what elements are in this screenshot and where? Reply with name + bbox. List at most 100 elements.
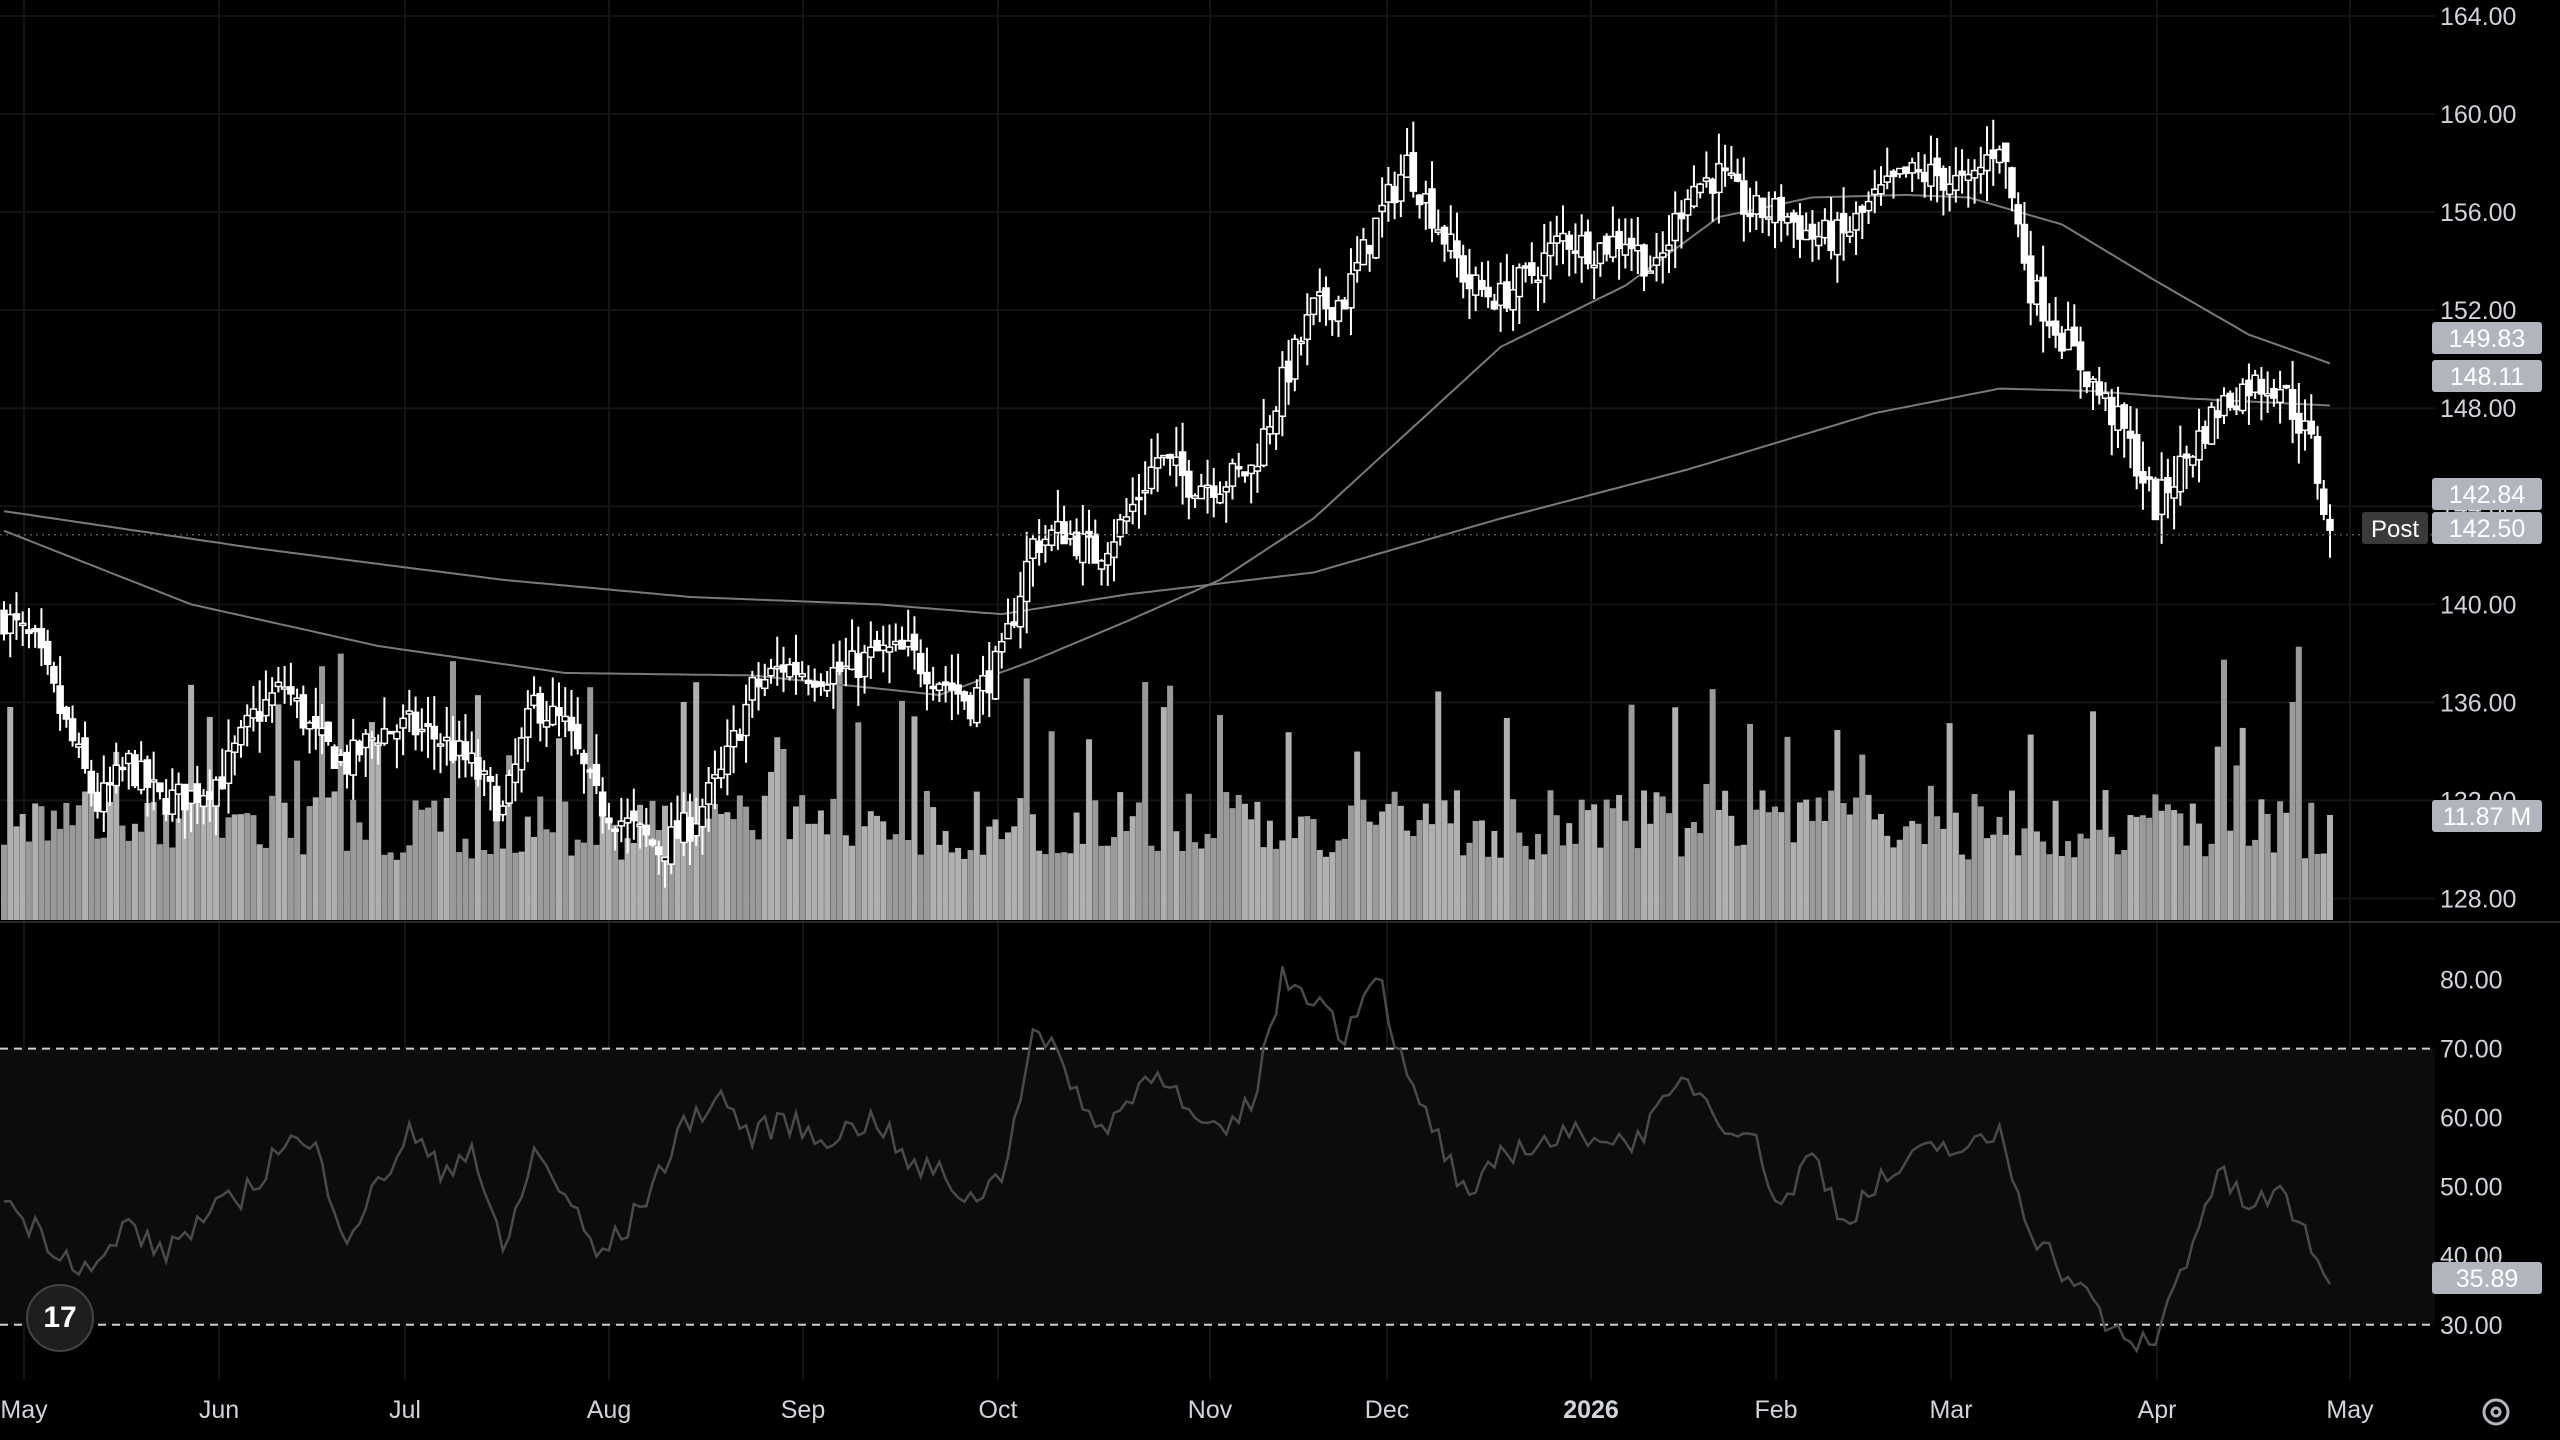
candle-body: [1715, 162, 1723, 194]
candle: [1278, 351, 1287, 437]
candle: [1852, 201, 1860, 256]
candle: [2226, 390, 2234, 411]
candle: [1515, 263, 1524, 324]
candle: [411, 696, 420, 751]
volume-bar: [830, 798, 837, 920]
volume-bar: [1472, 821, 1479, 920]
candle-body: [555, 706, 563, 717]
candle-body: [480, 770, 488, 776]
volume-bar: [2096, 829, 2103, 920]
volume-bar: [474, 695, 481, 920]
candle-body: [112, 764, 120, 787]
price-candles: [0, 119, 2435, 888]
candle: [368, 731, 376, 759]
volume-bar: [1179, 850, 1186, 920]
candle: [199, 789, 208, 825]
volume-bar: [936, 844, 943, 920]
candle: [12, 592, 21, 640]
candle-body: [2276, 388, 2284, 404]
candle: [1683, 189, 1692, 232]
candle-body: [1509, 289, 1517, 311]
candle-body: [573, 723, 582, 750]
volume-bar: [2058, 856, 2065, 920]
volume-bar: [2177, 813, 2184, 920]
candle-body: [430, 725, 439, 740]
candle-body: [75, 743, 83, 748]
candle-body: [1247, 464, 1255, 475]
candle: [817, 673, 825, 696]
tradingview-logo-icon[interactable]: 17: [26, 1284, 94, 1352]
candle-body: [767, 667, 775, 677]
volume-bar: [1815, 797, 1822, 920]
candle-body: [1939, 167, 1948, 191]
candle-body: [2120, 404, 2128, 429]
candle-body: [2139, 471, 2147, 484]
volume-bar: [2208, 843, 2215, 920]
candle-body: [336, 754, 345, 763]
volume-bar: [1510, 799, 1517, 920]
volume-bar: [1273, 848, 1280, 920]
candle-body: [1609, 235, 1617, 258]
volume-bar: [1722, 790, 1729, 920]
price-tick-label: 160.00: [2440, 101, 2516, 129]
volume-bar: [1697, 833, 1704, 920]
candle-body: [517, 737, 526, 771]
candle-body: [1808, 223, 1817, 240]
candle-body: [1453, 240, 1461, 259]
volume-bar: [1029, 814, 1036, 920]
candle: [1222, 481, 1230, 523]
volume-bar: [406, 845, 413, 920]
volume-bar: [1110, 837, 1117, 920]
volume-bar: [1547, 790, 1554, 920]
volume-bar: [799, 795, 806, 920]
candle: [611, 826, 619, 851]
candle-body: [1958, 170, 1966, 176]
rsi-pane[interactable]: [0, 966, 2435, 1354]
volume-bar: [19, 814, 26, 920]
volume-bar: [2264, 813, 2271, 920]
volume-bar: [138, 831, 145, 920]
volume-bar: [325, 797, 332, 920]
candle-body: [1160, 454, 1168, 459]
candle-body: [1147, 466, 1156, 490]
candle-body: [530, 694, 538, 707]
candle-body: [1814, 235, 1823, 247]
candle: [1297, 336, 1305, 356]
candle-body: [1390, 185, 1399, 204]
candle-body: [2195, 430, 2203, 461]
volume-bar: [443, 798, 450, 920]
volume-bar: [1304, 816, 1311, 920]
candle-body: [891, 640, 900, 646]
candle-body: [1908, 161, 1916, 174]
gear-icon[interactable]: [2476, 1392, 2516, 1432]
volume-bar: [2083, 838, 2090, 920]
price-pane[interactable]: [0, 119, 2435, 920]
time-axis[interactable]: May Jun Jul Aug Sep Oct Nov Dec 2026 Feb Mar Apr May: [0, 1396, 2374, 1424]
candle-body: [2326, 518, 2334, 531]
volume-bar: [2302, 858, 2309, 920]
candle: [2132, 408, 2141, 490]
candle: [935, 681, 944, 703]
volume-bar: [100, 837, 107, 920]
candle: [1116, 513, 1124, 546]
volume-bar: [294, 760, 301, 920]
candle: [1846, 216, 1854, 244]
candle: [1777, 184, 1785, 242]
candle: [1372, 217, 1380, 260]
candle-body: [2051, 320, 2060, 336]
volume-bar: [32, 803, 39, 920]
volume-bar: [1210, 838, 1217, 920]
candle-body: [1478, 279, 1486, 290]
volume-bar: [231, 814, 238, 920]
candle-body: [1029, 538, 1037, 560]
candle-body: [1178, 451, 1187, 476]
candle: [573, 697, 582, 755]
candle: [1677, 200, 1686, 249]
candle: [2176, 425, 2185, 506]
candle-body: [1079, 533, 1087, 564]
volume-bar: [1391, 791, 1398, 920]
candle-body: [692, 823, 700, 837]
candle-body: [1634, 244, 1642, 252]
